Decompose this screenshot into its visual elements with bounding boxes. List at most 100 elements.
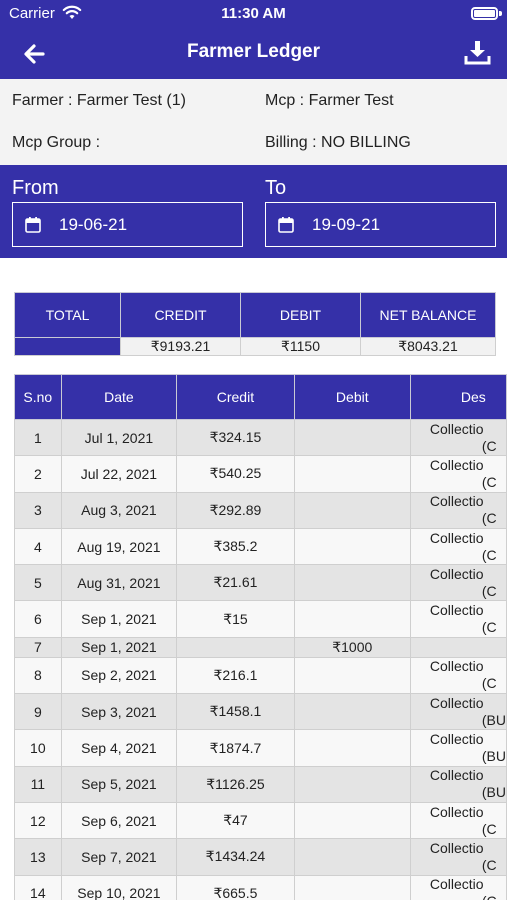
col-header-sno: S.no [14, 374, 62, 420]
cell-description: Collectio (BU [409, 765, 507, 803]
summary-header-total: TOTAL [14, 292, 121, 338]
download-icon [464, 41, 491, 65]
cell-sno: 8 [14, 656, 62, 695]
cell-date: Aug 3, 2021 [60, 491, 178, 529]
summary-credit-value: ₹9193.21 [120, 337, 241, 356]
cell-credit: ₹1434.24 [176, 838, 295, 876]
table-row[interactable]: 7 Sep 1, 2021 ₹1000 [14, 636, 507, 658]
table-row[interactable]: 4 Aug 19, 2021 ₹385.2 Collectio (C [14, 527, 507, 566]
cell-description: Collectio(C [409, 564, 507, 602]
cell-credit: ₹292.89 [176, 491, 295, 529]
col-header-debit: Debit [293, 374, 411, 420]
cell-credit: ₹1126.25 [176, 765, 295, 803]
description-line-2: (C [481, 582, 497, 599]
cell-debit [293, 527, 411, 566]
description-line-1: Collectio [429, 493, 484, 510]
cell-sno: 2 [14, 455, 62, 493]
cell-date: Sep 10, 2021 [60, 874, 178, 900]
download-button[interactable] [463, 38, 493, 68]
col-header-date: Date [60, 374, 178, 420]
description-line-1: Collectio [429, 565, 484, 582]
description-line-2: (C [481, 675, 497, 692]
description-line-1: Collectio [429, 731, 484, 748]
farmer-name: Farmer : Farmer Test (1) [12, 92, 186, 109]
cell-debit [293, 491, 411, 529]
summary-header-net-balance: NET BALANCE [360, 292, 496, 338]
cell-description: Collectio(C [409, 656, 507, 695]
ledger-header-row: S.no Date Credit Debit Des [14, 374, 507, 420]
description-line-1: Collectio [429, 803, 484, 820]
billing-status: Billing : NO BILLING [265, 134, 411, 151]
description-line-2: (BU [481, 748, 506, 765]
description-line-1: Collectio [429, 767, 484, 784]
description-line-2: (BU [481, 784, 506, 801]
table-row[interactable]: 9 Sep 3, 2021 ₹1458.1 Collectio (BU [14, 693, 507, 731]
cell-sno: 12 [14, 801, 62, 840]
cell-debit [293, 765, 411, 803]
cell-description: Collectio(C [409, 874, 507, 900]
description-line-1: Collectio [429, 876, 484, 893]
summary-debit-value: ₹1150 [240, 337, 361, 356]
cell-debit [293, 455, 411, 493]
status-bar: Carrier 11:30 AM [0, 0, 507, 28]
cell-sno: 3 [14, 491, 62, 529]
cell-sno: 13 [14, 838, 62, 876]
table-row[interactable]: 2 Jul 22, 2021 ₹540.25 Collectio (C [14, 455, 507, 493]
cell-credit: ₹324.15 [176, 418, 295, 457]
cell-debit [293, 801, 411, 840]
cell-credit: ₹216.1 [176, 656, 295, 695]
cell-sno: 1 [14, 418, 62, 457]
cell-description: Collectio(C [409, 418, 507, 457]
description-line-2: (C [481, 473, 497, 490]
app-header: Carrier 11:30 AM Farmer Ledger [0, 0, 507, 79]
table-row[interactable]: 12 Sep 6, 2021 ₹47 Collectio (C [14, 801, 507, 840]
col-header-credit: Credit [176, 374, 295, 420]
cell-description: Collectio (BU [409, 693, 507, 731]
description-line-1: Collectio [429, 694, 484, 711]
cell-date: Aug 19, 2021 [60, 527, 178, 566]
summary-net-balance-value: ₹8043.21 [360, 337, 496, 356]
carrier-label: Carrier [9, 5, 55, 22]
cell-debit [293, 874, 411, 900]
cell-date: Sep 6, 2021 [60, 801, 178, 840]
summary-table: TOTAL CREDIT DEBIT NET BALANCE ₹9193.21 … [14, 292, 496, 356]
description-line-2: (C [481, 820, 497, 837]
table-row[interactable]: 6 Sep 1, 2021 ₹15 Collectio (C [14, 600, 507, 638]
page-title: Farmer Ledger [186, 41, 321, 62]
cell-debit [293, 729, 411, 767]
to-date-field[interactable]: 19-09-21 [265, 202, 496, 247]
description-line-2: (BU [481, 711, 506, 728]
from-date-field[interactable]: 19-06-21 [12, 202, 243, 247]
back-button[interactable] [18, 38, 50, 70]
mcp-name: Mcp : Farmer Test [265, 92, 394, 109]
table-row[interactable]: 11 Sep 5, 2021 ₹1126.25 Collectio (BU [14, 765, 507, 803]
description-line-2: (C [481, 546, 497, 563]
cell-description [409, 636, 507, 658]
description-line-1: Collectio [429, 420, 484, 437]
battery-cap [499, 11, 502, 16]
arrow-left-icon [24, 44, 45, 64]
cell-date: Sep 2, 2021 [60, 656, 178, 695]
description-line-2: (C [481, 510, 497, 527]
cell-date: Sep 4, 2021 [60, 729, 178, 767]
cell-date: Jul 1, 2021 [60, 418, 178, 457]
table-row[interactable]: 13 Sep 7, 2021 ₹1434.24 Collectio (C [14, 838, 507, 876]
cell-date: Aug 31, 2021 [60, 564, 178, 602]
table-row[interactable]: 8 Sep 2, 2021 ₹216.1 Collectio (C [14, 656, 507, 695]
cell-credit: ₹540.25 [176, 455, 295, 493]
cell-credit: ₹665.5 [176, 874, 295, 900]
cell-credit: ₹385.2 [176, 527, 295, 566]
cell-debit [293, 564, 411, 602]
summary-header-credit: CREDIT [120, 292, 241, 338]
calendar-icon [278, 217, 294, 233]
cell-credit [176, 636, 295, 658]
table-row[interactable]: 10 Sep 4, 2021 ₹1874.7 Collectio (BU [14, 729, 507, 767]
cell-debit: ₹1000 [293, 636, 411, 658]
cell-debit [293, 838, 411, 876]
table-row[interactable]: 1 Jul 1, 2021 ₹324.15 Collectio (C [14, 418, 507, 457]
cell-debit [293, 418, 411, 457]
table-row[interactable]: 3 Aug 3, 2021 ₹292.89 Collectio (C [14, 491, 507, 529]
table-row[interactable]: 5 Aug 31, 2021 ₹21.61 Collectio (C [14, 564, 507, 602]
cell-credit: ₹1458.1 [176, 693, 295, 731]
